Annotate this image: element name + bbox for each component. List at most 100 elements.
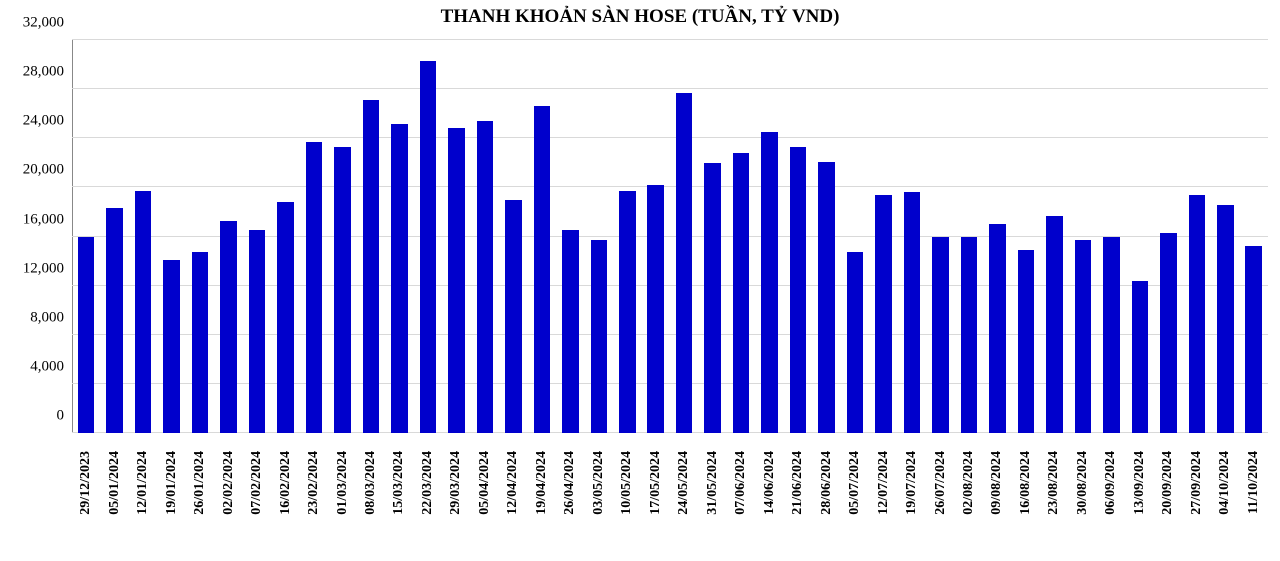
bar bbox=[477, 121, 494, 433]
bar bbox=[534, 106, 551, 433]
x-tick-label: 19/01/2024 bbox=[164, 451, 180, 561]
y-tick-label: 4,000 bbox=[30, 358, 72, 375]
bar-slot: 16/08/2024 bbox=[1012, 40, 1040, 433]
bar-slot: 09/08/2024 bbox=[983, 40, 1011, 433]
bar bbox=[391, 124, 408, 433]
x-tick-label: 04/10/2024 bbox=[1217, 451, 1233, 561]
bar-slot: 02/02/2024 bbox=[214, 40, 242, 433]
bar bbox=[135, 191, 152, 433]
bar-slot: 02/08/2024 bbox=[955, 40, 983, 433]
bar-slot: 05/01/2024 bbox=[100, 40, 128, 433]
x-tick-label: 27/09/2024 bbox=[1189, 451, 1205, 561]
x-tick-label: 09/08/2024 bbox=[989, 451, 1005, 561]
bar bbox=[249, 230, 266, 433]
x-tick-label: 05/04/2024 bbox=[477, 451, 493, 561]
bar bbox=[932, 237, 949, 434]
x-tick-label: 20/09/2024 bbox=[1160, 451, 1176, 561]
bar-slot: 27/09/2024 bbox=[1183, 40, 1211, 433]
x-tick-label: 16/02/2024 bbox=[278, 451, 294, 561]
bar-slot: 24/05/2024 bbox=[670, 40, 698, 433]
x-tick-label: 05/01/2024 bbox=[107, 451, 123, 561]
x-tick-label: 05/07/2024 bbox=[847, 451, 863, 561]
x-tick-label: 17/05/2024 bbox=[648, 451, 664, 561]
bar-slot: 30/08/2024 bbox=[1069, 40, 1097, 433]
x-tick-label: 07/02/2024 bbox=[249, 451, 265, 561]
bar-slot: 23/08/2024 bbox=[1040, 40, 1068, 433]
bar bbox=[448, 128, 465, 433]
bar-slot: 12/01/2024 bbox=[129, 40, 157, 433]
bar bbox=[505, 200, 522, 433]
bar-slot: 28/06/2024 bbox=[812, 40, 840, 433]
bar bbox=[420, 61, 437, 433]
y-tick-label: 32,000 bbox=[23, 15, 72, 32]
x-tick-label: 26/01/2024 bbox=[192, 451, 208, 561]
bar-slot: 23/02/2024 bbox=[300, 40, 328, 433]
plot-area: 04,0008,00012,00016,00020,00024,00028,00… bbox=[72, 40, 1268, 433]
bar bbox=[704, 163, 721, 433]
bar bbox=[192, 252, 209, 433]
bar bbox=[676, 93, 693, 433]
x-tick-label: 12/07/2024 bbox=[876, 451, 892, 561]
x-tick-label: 29/12/2023 bbox=[78, 451, 94, 561]
bar-slot: 12/07/2024 bbox=[869, 40, 897, 433]
y-tick-label: 8,000 bbox=[30, 309, 72, 326]
bar-slot: 04/10/2024 bbox=[1211, 40, 1239, 433]
bar bbox=[363, 100, 380, 433]
x-tick-label: 26/04/2024 bbox=[562, 451, 578, 561]
x-tick-label: 16/08/2024 bbox=[1018, 451, 1034, 561]
x-tick-label: 01/03/2024 bbox=[335, 451, 351, 561]
x-tick-label: 11/10/2024 bbox=[1246, 451, 1262, 561]
bar-slot: 29/03/2024 bbox=[442, 40, 470, 433]
x-tick-label: 24/05/2024 bbox=[676, 451, 692, 561]
bar bbox=[904, 192, 921, 433]
bar bbox=[647, 185, 664, 433]
bar-slot: 26/04/2024 bbox=[556, 40, 584, 433]
bar bbox=[1217, 205, 1234, 433]
bar-slot: 07/02/2024 bbox=[243, 40, 271, 433]
bar bbox=[875, 195, 892, 433]
x-tick-label: 29/03/2024 bbox=[448, 451, 464, 561]
bar bbox=[1018, 250, 1035, 433]
bar-slot: 07/06/2024 bbox=[727, 40, 755, 433]
bar bbox=[761, 132, 778, 433]
bar-slot: 03/05/2024 bbox=[585, 40, 613, 433]
x-tick-label: 15/03/2024 bbox=[391, 451, 407, 561]
bar bbox=[818, 162, 835, 433]
bar-slot: 13/09/2024 bbox=[1126, 40, 1154, 433]
y-tick-label: 16,000 bbox=[23, 211, 72, 228]
x-tick-label: 30/08/2024 bbox=[1075, 451, 1091, 561]
bar-slot: 01/03/2024 bbox=[328, 40, 356, 433]
bar bbox=[1075, 240, 1092, 433]
x-tick-label: 21/06/2024 bbox=[790, 451, 806, 561]
y-tick-label: 0 bbox=[57, 408, 73, 425]
bar bbox=[591, 240, 608, 433]
bar bbox=[1046, 216, 1063, 433]
x-tick-label: 22/03/2024 bbox=[420, 451, 436, 561]
bar bbox=[306, 142, 323, 433]
bar-slot: 16/02/2024 bbox=[271, 40, 299, 433]
x-tick-label: 23/08/2024 bbox=[1046, 451, 1062, 561]
bar-slot: 20/09/2024 bbox=[1154, 40, 1182, 433]
bar-slot: 05/04/2024 bbox=[471, 40, 499, 433]
y-tick-label: 28,000 bbox=[23, 64, 72, 81]
x-tick-label: 12/04/2024 bbox=[505, 451, 521, 561]
bar bbox=[163, 260, 180, 433]
x-tick-label: 12/01/2024 bbox=[135, 451, 151, 561]
bar bbox=[1160, 233, 1177, 433]
bar bbox=[220, 221, 237, 433]
x-tick-label: 10/05/2024 bbox=[619, 451, 635, 561]
x-tick-label: 26/07/2024 bbox=[933, 451, 949, 561]
bar-slot: 26/07/2024 bbox=[926, 40, 954, 433]
bar bbox=[790, 147, 807, 433]
x-tick-label: 08/03/2024 bbox=[363, 451, 379, 561]
bar-slot: 05/07/2024 bbox=[841, 40, 869, 433]
bar bbox=[619, 191, 636, 433]
x-tick-label: 14/06/2024 bbox=[762, 451, 778, 561]
bar-slot: 10/05/2024 bbox=[613, 40, 641, 433]
bar bbox=[1245, 246, 1262, 433]
bar-slot: 19/07/2024 bbox=[898, 40, 926, 433]
x-tick-label: 02/02/2024 bbox=[221, 451, 237, 561]
bar-slot: 19/04/2024 bbox=[528, 40, 556, 433]
bar bbox=[78, 237, 95, 434]
bar-slot: 15/03/2024 bbox=[385, 40, 413, 433]
